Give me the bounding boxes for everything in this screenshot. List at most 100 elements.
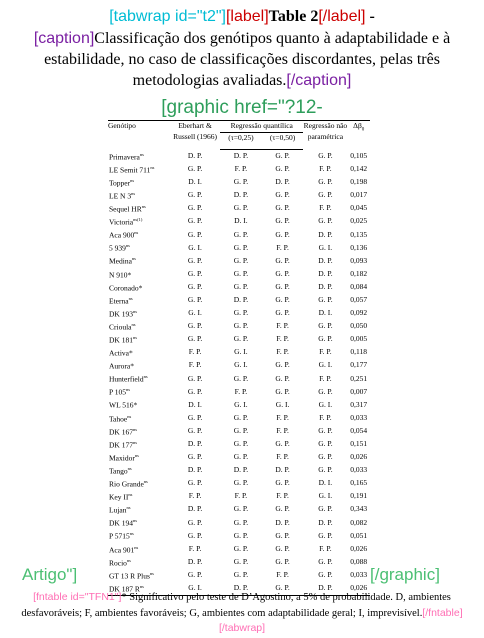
- cell-c3: G. P.: [275, 294, 290, 304]
- cell-c2: G. P.: [233, 452, 249, 462]
- cell-c1: G. P.: [187, 425, 203, 435]
- header-eberhart: Eberhart & Russell (1966): [170, 119, 221, 150]
- cell-c1: G. P.: [187, 294, 203, 304]
- cell-c2: D. P.: [233, 151, 249, 161]
- cell-genotipo: LE Semit 711ns: [109, 164, 155, 175]
- cell-genotipo: DK 193ns: [109, 308, 137, 319]
- cell-c2: G. P.: [233, 242, 249, 252]
- cell-c3: G. P.: [275, 386, 290, 396]
- cell-genotipo: Aca 901ns: [109, 544, 139, 555]
- cell-c5: 0,033: [350, 412, 368, 422]
- header-tau-025: (τ=0,25): [220, 132, 262, 151]
- cell-c1: D. P.: [187, 439, 203, 448]
- table-row: P 5715ns G. P. G. P. G. P. G. P. 0,051: [108, 529, 370, 542]
- cell-c2: D. P.: [233, 294, 249, 304]
- cell-genotipo: Maxidorns: [109, 452, 139, 463]
- cell-c4: G. I.: [318, 491, 333, 501]
- cell-c5: 0,045: [350, 203, 368, 213]
- cell-c3: G. P.: [275, 255, 290, 265]
- cell-c5: 0,135: [350, 229, 368, 239]
- cell-genotipo: LE N 3ns: [109, 190, 136, 201]
- table-row: DK 181ns G. P. G. P. F. P. G. P. 0,005: [108, 333, 370, 346]
- cell-c4: G. P.: [318, 504, 333, 514]
- title-dash: -: [365, 8, 375, 25]
- table-row: WL 516* D. I. G. I. G. I. G. I. 0,317: [108, 398, 370, 411]
- cell-c1: G. P.: [187, 386, 203, 396]
- cell-genotipo: Victorians(1): [109, 217, 143, 227]
- cell-c5: 0,033: [350, 569, 368, 579]
- cell-c4: G. P.: [318, 556, 333, 566]
- table-row: Sequel HRns G. P. G. P. G. P. F. P. 0,045: [108, 202, 370, 215]
- table-row: DK 194ns G. P. G. P. D. P. D. P. 0,082: [108, 516, 370, 529]
- table-row: Medinans G. P. G. P. G. P. D. P. 0,093: [108, 254, 370, 267]
- cell-c5: 0,198: [350, 177, 368, 187]
- cell-c3: F. P.: [276, 347, 289, 357]
- table-row: GT 13 R Plusns G. P. G. P. F. P. G. P. 0,033: [108, 569, 370, 582]
- cell-c1: G. P.: [187, 229, 203, 239]
- cell-c3: G. P.: [275, 151, 290, 161]
- table-row: DK 193ns G. I. G. P. G. P. D. I. 0,092: [108, 307, 370, 320]
- table-row: DK 187 Rns G. I. D. P. G. P. D. P. 0,026: [108, 581, 370, 596]
- cell-c5: 0,105: [350, 150, 368, 160]
- cell-c5: 0,050: [350, 321, 368, 331]
- caption-close-tag: [/caption]: [286, 72, 352, 89]
- cell-c3: F. P.: [276, 452, 289, 462]
- cell-c5: 0,136: [350, 242, 368, 252]
- table-row: Tahoens G. P. G. P. F. P. F. P. 0,033: [108, 412, 370, 425]
- cell-c5: 0,051: [350, 530, 368, 540]
- cell-c4: G. P.: [318, 425, 333, 435]
- cell-c5: 0,026: [350, 543, 368, 553]
- cell-c1: G. P.: [187, 268, 203, 278]
- table-body: Primaverans D. P. D. P. G. P. G. P. 0,105 LE S…: [108, 150, 370, 596]
- cell-c4: G. I.: [318, 242, 333, 252]
- cell-c4: G. I.: [318, 360, 333, 370]
- cell-c5: 0,054: [350, 425, 368, 435]
- cell-c5: 0,005: [350, 334, 368, 344]
- cell-genotipo: Medinans: [109, 256, 136, 266]
- cell-c4: G. P.: [318, 190, 333, 200]
- cell-c4: G. P.: [318, 334, 333, 344]
- cell-c4: D. P.: [318, 268, 333, 278]
- data-table-container: Genótipo Eberhart & Russell (1966) Regre…: [108, 119, 370, 596]
- cell-c3: G. P.: [275, 164, 290, 174]
- table-row: LE N 3ns G. P. D. P. G. P. G. P. 0,017: [108, 189, 370, 202]
- cell-genotipo: DK 194ns: [109, 518, 137, 528]
- cell-c3: D. P.: [275, 517, 290, 527]
- cell-genotipo: N 910*: [109, 270, 132, 280]
- cell-c5: 0,343: [350, 504, 368, 514]
- caption-text: Classificação dos genótipos quanto à ada…: [44, 30, 451, 89]
- table-row: Aurora* F. P. G. I. G. P. G. I. 0,177: [108, 359, 370, 372]
- cell-c2: F. P.: [234, 491, 248, 501]
- table-row: 5 939ns G. I. G. P. F. P. G. I. 0,136: [108, 241, 370, 254]
- cell-genotipo: Rio Grandens: [109, 479, 148, 489]
- cell-c5: 0,057: [350, 294, 368, 304]
- cell-c1: F. P.: [188, 347, 202, 357]
- cell-c2: G. P.: [233, 321, 249, 331]
- cell-c1: D. I.: [188, 399, 202, 409]
- cell-genotipo: Tangons: [109, 465, 132, 476]
- cell-c4: D. P.: [318, 517, 333, 527]
- table-row: N 910* G. P. G. P. G. P. D. P. 0,182: [108, 268, 370, 281]
- cell-c2: G. P.: [233, 412, 249, 422]
- cell-c3: G. P.: [275, 543, 290, 553]
- cell-c3: G. P.: [275, 373, 290, 383]
- cell-c4: G. P.: [318, 150, 333, 160]
- cell-c5: 0,082: [350, 517, 368, 527]
- cell-c3: G. P.: [275, 439, 290, 448]
- cell-c3: G. P.: [261, 581, 304, 596]
- cell-c4: G. P.: [318, 216, 333, 226]
- cell-c3: G. P.: [275, 478, 290, 488]
- table-row: DK 177ns D. P. G. P. G. P. G. P. 0,151: [108, 438, 370, 451]
- cell-c3: G. P.: [275, 281, 290, 291]
- cell-c5: 0,007: [350, 386, 368, 396]
- cell-genotipo: Sequel HRns: [109, 204, 146, 214]
- cell-genotipo: Primaverans: [109, 151, 144, 162]
- cell-c1: G. P.: [187, 517, 203, 527]
- cell-c3: F. P.: [276, 491, 289, 501]
- cell-c1: G. I.: [170, 581, 221, 596]
- table-row: Coronado* G. P. G. P. G. P. D. P. 0,084: [108, 281, 370, 294]
- cell-c1: F. P.: [188, 491, 202, 501]
- header-delta: Δβ0: [347, 119, 370, 150]
- header-genotipo: Genótipo: [108, 119, 171, 150]
- cell-c4: G. I.: [318, 399, 333, 409]
